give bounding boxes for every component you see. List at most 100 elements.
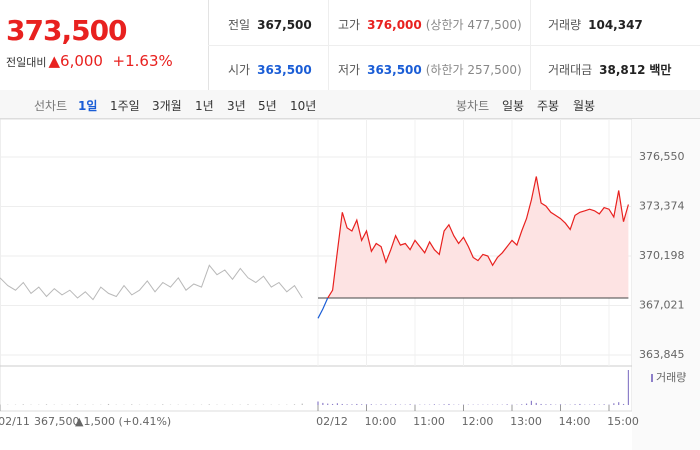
stat-label: 거래량 <box>548 18 582 32</box>
base-label: 367,500 <box>34 415 80 428</box>
stat-value: 363,500 <box>367 63 422 77</box>
stat-label: 전일 <box>228 18 251 32</box>
volume-bar <box>521 404 523 405</box>
volume-bar <box>579 403 581 405</box>
volume-bar <box>448 403 450 405</box>
volume-bar <box>208 404 210 405</box>
axis-strip <box>632 119 700 450</box>
period-tab[interactable]: 10년 <box>290 99 317 113</box>
period-tab[interactable]: 1일 <box>78 99 98 113</box>
period-tab[interactable]: 월봉 <box>573 99 596 113</box>
legend-swatch <box>651 374 653 382</box>
volume-bar <box>395 404 397 405</box>
volume-bar <box>603 404 605 405</box>
x-tick-label: 14:00 <box>559 415 591 428</box>
y-tick-label: 376,550 <box>639 150 685 163</box>
volume-bar <box>525 403 528 405</box>
x-tick-label: 02/11 <box>0 415 30 428</box>
legend-label: 거래량 <box>656 371 686 384</box>
period-tab[interactable]: 주봉 <box>537 99 560 113</box>
area-fill <box>327 176 629 299</box>
base-change: ▲1,500 (+0.41%) <box>75 415 171 428</box>
stat-value: 376,000 <box>367 18 422 32</box>
volume-bar <box>247 404 249 405</box>
x-tick-label: 10:00 <box>365 415 397 428</box>
stat: 시가 363,500 <box>228 61 312 78</box>
volume-bar <box>317 401 319 405</box>
stat-value: 104,347 <box>588 18 643 32</box>
volume-bar <box>574 404 576 405</box>
volume-bar <box>293 404 296 405</box>
volume-bar <box>380 404 382 405</box>
stat-value: 363,500 <box>257 63 312 77</box>
volume-bar <box>45 404 48 405</box>
period-tab[interactable]: 3개월 <box>152 99 182 113</box>
volume-bar <box>530 400 532 405</box>
y-tick-label: 367,021 <box>639 299 685 312</box>
change-label: 전일대비 <box>6 56 47 69</box>
volume-bar <box>351 404 353 405</box>
stat: 고가 376,000 (상한가 477,500) <box>338 16 522 33</box>
volume-bar <box>22 404 24 405</box>
period-tab[interactable]: 3년 <box>227 99 246 113</box>
volume-bar <box>506 404 508 405</box>
volume-bar <box>162 404 164 405</box>
stat-row: 전일 367,500 고가 376,000 (상한가 477,500) 거래량 104,… <box>208 0 700 46</box>
volume-bar <box>336 403 338 405</box>
volume-bar <box>559 404 562 405</box>
volume-bar <box>131 404 133 405</box>
stat-value: 367,500 <box>257 18 312 32</box>
volume-bar <box>331 403 334 405</box>
stat: 저가 363,500 (하한가 257,500) <box>338 61 522 78</box>
tab-group-label: 봉차트 <box>456 99 490 113</box>
stat: 전일 367,500 <box>228 16 312 33</box>
volume-bar <box>365 404 368 405</box>
volume-bar <box>535 402 537 405</box>
volume-bar <box>593 404 596 405</box>
stat-note: (하한가 257,500) <box>425 63 522 77</box>
stat-label: 고가 <box>338 18 361 32</box>
stat-note: (상한가 477,500) <box>425 18 522 32</box>
volume-bar <box>327 403 329 405</box>
x-tick-label: 11:00 <box>413 415 445 428</box>
stat: 거래량 104,347 <box>548 16 643 33</box>
volume-bar <box>409 404 411 405</box>
volume-bar <box>341 403 343 405</box>
y-tick-label: 363,845 <box>639 348 685 361</box>
change-amount: ▲6,000 <box>48 52 103 70</box>
period-tab[interactable]: 5년 <box>258 99 277 113</box>
x-tick-label: 12:00 <box>462 415 494 428</box>
volume-bar <box>443 404 445 405</box>
volume-bar <box>613 403 615 405</box>
volume-bar <box>545 404 547 405</box>
volume-bar <box>361 404 363 405</box>
period-tab[interactable]: 1주일 <box>110 99 140 113</box>
price-line <box>0 264 303 301</box>
volume-bar <box>346 404 348 405</box>
stat-value: 38,812 <box>599 63 646 77</box>
quote-header: 373,500 전일대비 ▲6,000 +1.63% 전일 367,500 고가 37… <box>0 0 700 91</box>
x-tick-label: 15:00 <box>607 415 639 428</box>
volume-bar <box>322 402 324 405</box>
price-panel: 373,500 전일대비 ▲6,000 +1.63% <box>0 0 209 90</box>
y-tick-label: 370,198 <box>639 249 685 262</box>
volume-bar <box>370 404 372 405</box>
stat-row: 시가 363,500 저가 363,500 (하한가 257,500) 거래대금 38,… <box>208 45 700 90</box>
x-tick-label: 13:00 <box>510 415 542 428</box>
volume-bar <box>540 403 542 405</box>
price-change: 전일대비 ▲6,000 +1.63% <box>6 52 173 70</box>
period-tab[interactable]: 1년 <box>195 99 214 113</box>
stat: 거래대금 38,812 백만 <box>548 61 671 78</box>
current-price: 373,500 <box>6 14 128 47</box>
tab-group-label: 선차트 <box>34 99 68 113</box>
x-tick-label: 02/12 <box>316 415 348 428</box>
change-percent: +1.63% <box>112 52 173 70</box>
stat-label: 시가 <box>228 63 251 77</box>
volume-bar <box>618 402 620 405</box>
period-tab[interactable]: 일봉 <box>502 99 525 113</box>
volume-bar <box>301 403 303 405</box>
volume-bar <box>76 404 79 405</box>
volume-bar <box>550 404 552 405</box>
